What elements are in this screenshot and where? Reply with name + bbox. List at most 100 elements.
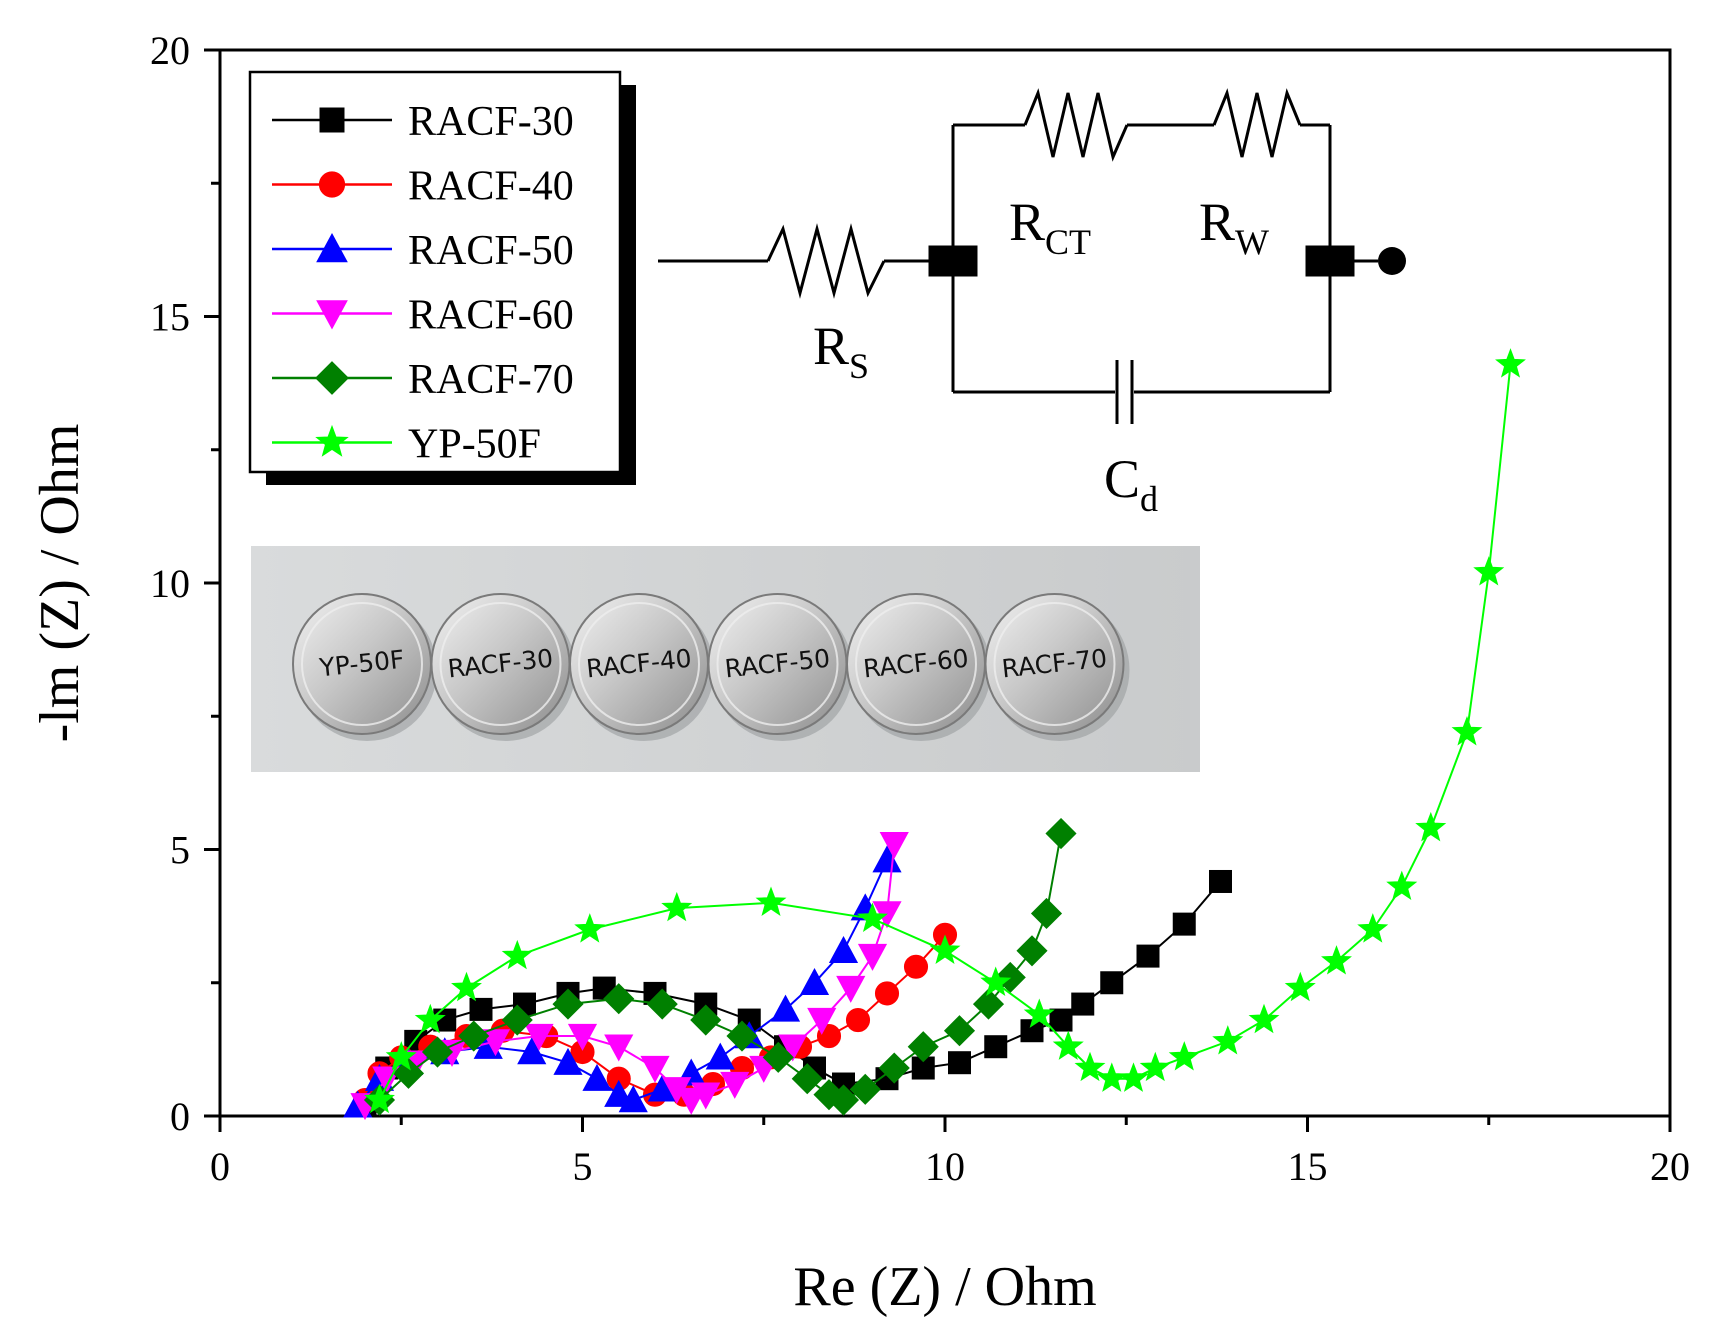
data-point — [1052, 1030, 1084, 1060]
legend-marker — [315, 361, 349, 395]
data-point — [874, 981, 900, 1006]
legend-label: RACF-50 — [408, 228, 574, 274]
legend-marker — [319, 107, 345, 133]
x-tick-label: 15 — [1288, 1144, 1328, 1189]
data-point — [1172, 912, 1196, 936]
inset-photo: YP-50F RACF-30 RACF-40 RACF-50 RACF-60 RACF-7… — [251, 546, 1200, 772]
data-point — [827, 1084, 860, 1116]
legend: RACF-30 RACF-40 RACF-50 RACF-60 RACF-70 YP-50… — [248, 70, 636, 485]
data-point — [414, 1003, 446, 1034]
coin-cell: RACF-50 — [707, 593, 853, 741]
data-point — [907, 1031, 939, 1063]
data-point — [1118, 1062, 1149, 1092]
data-point — [1168, 1041, 1200, 1071]
data-point — [392, 1057, 425, 1089]
x-tick-label: 5 — [573, 1144, 593, 1189]
circuit-labels: RS RCT RW Cd — [813, 192, 1269, 519]
data-point — [1100, 971, 1124, 995]
series-yp-50f — [364, 348, 1526, 1114]
data-point — [878, 1052, 910, 1084]
data-point — [385, 1041, 417, 1071]
data-point — [553, 1047, 583, 1075]
terminal-dot — [1378, 247, 1406, 275]
data-point — [929, 934, 961, 964]
coin-cell: RACF-60 — [846, 593, 991, 741]
data-point — [1212, 1025, 1244, 1055]
node-right — [1305, 245, 1355, 277]
data-point — [984, 1035, 1008, 1059]
data-point — [1357, 913, 1389, 943]
resistor-rct — [1023, 88, 1129, 162]
x-tick-label: 10 — [925, 1144, 965, 1189]
data-point — [421, 1036, 454, 1068]
equivalent-circuit — [658, 88, 1406, 424]
data-point — [501, 939, 533, 970]
label-rct: RCT — [1009, 192, 1091, 262]
data-point — [857, 943, 888, 971]
data-point — [972, 988, 1005, 1020]
data-point — [799, 967, 830, 995]
y-tick-label: 5 — [170, 828, 190, 873]
data-point — [458, 1020, 490, 1052]
data-point — [691, 1082, 721, 1110]
legend-label: RACF-70 — [408, 357, 574, 403]
data-point — [726, 1020, 758, 1052]
y-tick-label: 15 — [150, 295, 190, 340]
data-point — [791, 1063, 823, 1095]
legend-items: RACF-30 RACF-40 RACF-50 RACF-60 RACF-70 YP-50… — [272, 99, 574, 468]
data-point — [1023, 998, 1055, 1028]
resistor-rw — [1212, 88, 1302, 158]
data-point — [640, 1055, 670, 1083]
legend-label: RACF-30 — [408, 99, 574, 145]
data-point — [582, 1063, 612, 1091]
data-point — [451, 971, 482, 1002]
label-rs: RS — [813, 316, 869, 386]
data-point — [720, 1071, 750, 1099]
coin-cell: RACF-40 — [569, 593, 714, 741]
data-point — [1473, 556, 1505, 586]
y-tick-label: 20 — [150, 28, 190, 73]
data-point — [1136, 944, 1160, 968]
data-point — [828, 935, 859, 963]
data-point — [1386, 870, 1418, 900]
data-point — [604, 1034, 634, 1062]
series-layer — [343, 348, 1526, 1121]
coin-cell: RACF-30 — [430, 593, 576, 741]
data-point — [857, 902, 888, 932]
legend-marker — [315, 424, 349, 457]
x-tick-label: 20 — [1650, 1144, 1690, 1189]
data-point — [661, 891, 693, 922]
data-point — [762, 1041, 794, 1073]
data-point — [879, 831, 909, 859]
data-point — [1096, 1062, 1128, 1092]
coin-rim — [984, 593, 1125, 735]
data-point — [517, 1037, 547, 1065]
label-rw: RW — [1199, 192, 1269, 262]
data-point — [1139, 1051, 1171, 1082]
series-line — [378, 364, 1512, 1101]
data-point — [567, 1023, 598, 1051]
legend-label: YP-50F — [408, 422, 541, 468]
data-point — [1071, 992, 1095, 1016]
data-point — [1415, 811, 1447, 842]
coin-face — [578, 602, 700, 726]
coin-face — [993, 602, 1116, 726]
coin-face — [301, 602, 423, 726]
legend-marker — [316, 232, 348, 263]
data-point — [524, 1023, 554, 1051]
legend-marker — [316, 300, 348, 330]
data-point — [690, 1004, 722, 1036]
legend-box — [248, 70, 622, 474]
data-point — [807, 1007, 837, 1035]
x-tick-label: 0 — [210, 1144, 230, 1189]
y-tick-label: 0 — [170, 1094, 190, 1139]
data-point — [1284, 971, 1316, 1002]
y-axis-title: -lm (Z) / Ohm — [29, 424, 91, 743]
data-point — [1451, 715, 1483, 746]
coin-cell: YP-50F — [292, 593, 437, 741]
data-point — [845, 1008, 871, 1033]
data-point — [364, 1083, 395, 1114]
x-axis-title: Re (Z) / Ohm — [793, 1256, 1096, 1318]
y-tick-label: 10 — [150, 561, 190, 606]
